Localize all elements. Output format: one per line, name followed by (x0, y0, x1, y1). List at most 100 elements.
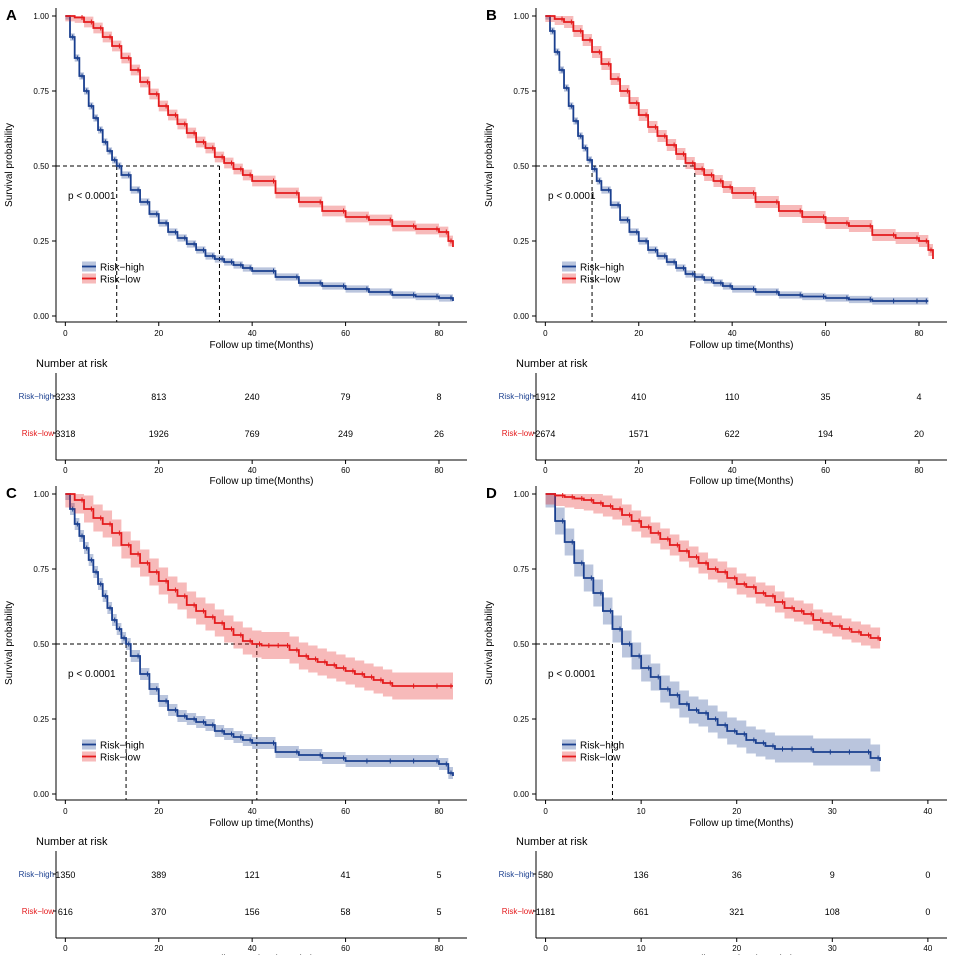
risk-table-cell: 1181 (536, 907, 555, 917)
risk-table-title: Number at risk (36, 358, 108, 370)
risk-table-row-label: Risk−high (19, 870, 54, 879)
panel-label: C (6, 485, 17, 502)
x-tick-label: 80 (435, 329, 444, 338)
x-tick-label: 10 (637, 807, 646, 816)
risk-table-cell: 813 (151, 392, 166, 402)
risk-table-x-tick-label: 20 (154, 944, 163, 953)
risk-high-curve (545, 15, 929, 302)
x-tick-label: 80 (915, 329, 924, 338)
p-value: p < 0.0001 (68, 191, 116, 202)
p-value: p < 0.0001 (548, 191, 596, 202)
y-tick-label: 0.50 (513, 640, 529, 649)
risk-table-x-tick-label: 80 (915, 466, 924, 475)
y-axis-label: Survival probability (4, 123, 15, 207)
risk-table-x-tick-label: 30 (828, 944, 837, 953)
risk-low-ci-band (545, 494, 881, 652)
risk-table-cell: 108 (825, 907, 840, 917)
risk-table-cell: 35 (821, 392, 831, 402)
x-tick-label: 20 (634, 329, 643, 338)
risk-table-cell: 410 (631, 392, 646, 402)
y-tick-label: 1.00 (33, 490, 49, 499)
risk-table-cell: 3233 (55, 392, 75, 402)
risk-table-cell: 769 (245, 429, 260, 439)
risk-table-x-tick-label: 40 (248, 466, 257, 475)
p-value: p < 0.0001 (548, 669, 596, 680)
risk-table-title: Number at risk (516, 358, 588, 370)
risk-table-cell: 249 (338, 429, 353, 439)
x-tick-label: 20 (154, 329, 163, 338)
risk-table-cell: 20 (914, 429, 924, 439)
x-tick-label: 0 (543, 329, 548, 338)
risk-table-row-label: Risk−low (22, 429, 54, 438)
risk-table-x-tick-label: 60 (341, 944, 350, 953)
risk-table-cell: 616 (58, 907, 73, 917)
risk-table-cell: 1350 (55, 870, 75, 880)
x-tick-label: 30 (828, 807, 837, 816)
y-tick-label: 1.00 (33, 12, 49, 21)
x-tick-label: 40 (248, 807, 257, 816)
risk-table-cell: 36 (732, 870, 742, 880)
x-tick-label: 0 (63, 329, 68, 338)
risk-table-cell: 1926 (149, 429, 169, 439)
risk-table-cell: 8 (436, 392, 441, 402)
y-axis-label: Survival probability (4, 601, 15, 685)
risk-low-curve (545, 493, 881, 641)
panel-label: D (486, 485, 497, 502)
risk-high-ci-band (545, 494, 881, 775)
risk-table-row-label: Risk−high (19, 392, 54, 401)
risk-low-ci-band (65, 494, 453, 700)
risk-table-cell: 3318 (55, 429, 75, 439)
x-tick-label: 60 (341, 329, 350, 338)
risk-table-cell: 58 (341, 907, 351, 917)
risk-table-cell: 240 (245, 392, 260, 402)
legend-risk-low-label: Risk−low (580, 275, 621, 286)
risk-low-ci-band (545, 16, 933, 265)
y-tick-label: 0.50 (513, 162, 529, 171)
risk-table-cell: 79 (341, 392, 351, 402)
y-axis-label: Survival probability (484, 123, 495, 207)
risk-table-cell: 5 (436, 907, 441, 917)
x-axis-label: Follow up time(Months) (210, 818, 314, 829)
panel-a: A Survival probability 0.00 0.25 0.50 0.75 1.0… (4, 7, 467, 487)
risk-table-title: Number at risk (516, 836, 588, 848)
risk-low-ci-band (65, 16, 453, 253)
y-tick-label: 0.00 (513, 312, 529, 321)
panel-c: C Survival probability 0.00 0.25 0.50 0.75 1.0… (4, 485, 467, 955)
x-tick-label: 0 (543, 807, 548, 816)
y-tick-label: 0.75 (513, 565, 529, 574)
risk-table-cell: 194 (818, 429, 833, 439)
risk-table-x-tick-label: 10 (637, 944, 646, 953)
y-tick-label: 0.75 (33, 565, 49, 574)
legend-risk-high-label: Risk−high (580, 263, 624, 274)
risk-table-cell: 622 (725, 429, 740, 439)
x-tick-label: 80 (435, 807, 444, 816)
risk-table-row-label: Risk−high (499, 392, 534, 401)
x-tick-label: 40 (728, 329, 737, 338)
risk-table-cell: 136 (634, 870, 649, 880)
risk-table-x-tick-label: 20 (634, 466, 643, 475)
panel-label: B (486, 7, 497, 24)
y-tick-label: 0.00 (33, 312, 49, 321)
risk-table-cell: 26 (434, 429, 444, 439)
x-tick-label: 40 (923, 807, 932, 816)
y-tick-label: 0.00 (513, 790, 529, 799)
x-axis-label: Follow up time(Months) (690, 340, 794, 351)
risk-table-x-tick-label: 0 (63, 944, 68, 953)
legend-risk-low-label: Risk−low (100, 275, 141, 286)
risk-table-title: Number at risk (36, 836, 108, 848)
risk-table-row-label: Risk−high (499, 870, 534, 879)
risk-table-x-tick-label: 0 (63, 466, 68, 475)
risk-table-cell: 41 (341, 870, 351, 880)
y-tick-label: 0.25 (513, 715, 529, 724)
x-tick-label: 20 (154, 807, 163, 816)
risk-table-cell: 156 (245, 907, 260, 917)
legend-risk-high-label: Risk−high (100, 741, 144, 752)
risk-table-x-tick-label: 0 (543, 466, 548, 475)
risk-table-x-tick-label: 80 (435, 466, 444, 475)
risk-table-cell: 580 (538, 870, 553, 880)
risk-table-x-tick-label: 60 (821, 466, 830, 475)
x-tick-label: 20 (732, 807, 741, 816)
panel-label: A (6, 7, 17, 24)
